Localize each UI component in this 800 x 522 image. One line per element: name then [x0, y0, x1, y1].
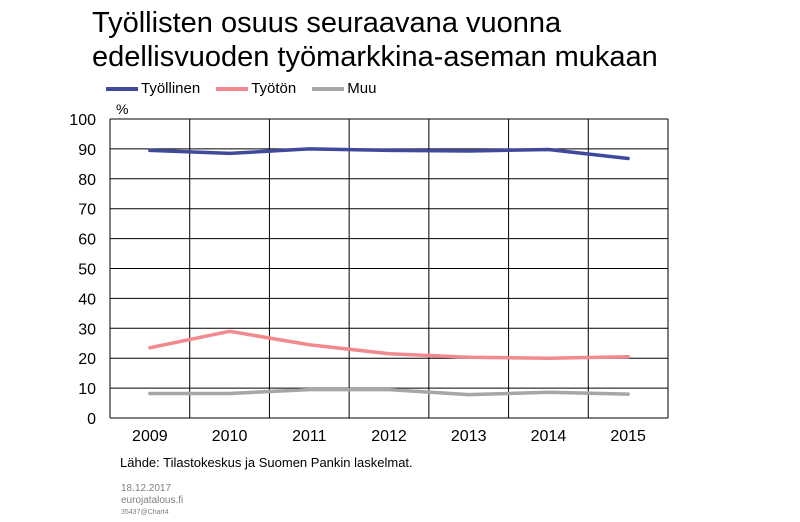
x-tick-label: 2009: [132, 428, 168, 445]
chart-title-line-2: edellisvuoden työmarkkina-aseman mukaan: [92, 41, 658, 73]
y-axis-label: %: [116, 101, 128, 117]
legend-swatch-muu: [312, 86, 345, 91]
y-tick-label: 50: [78, 262, 96, 279]
legend-item-tyollinen: Työllinen: [106, 80, 200, 97]
legend-item-tyoton: Työtön: [216, 80, 296, 97]
footer-site: eurojatalous.fi: [121, 495, 184, 506]
legend-swatch-tyoton: [216, 86, 249, 91]
series-line-tyollinen: [148, 147, 630, 161]
footer-date: 18.12.2017: [121, 483, 172, 494]
footer: 18.12.2017 eurojatalous.fi 35437@Chart4: [121, 483, 183, 519]
footer-code: 35437@Chart4: [121, 509, 169, 516]
y-tick-label: 30: [78, 321, 96, 338]
series-line-tyoton: [148, 329, 630, 360]
legend-label-tyollinen: Työllinen: [141, 80, 201, 97]
series-line-muu: [148, 387, 630, 397]
y-tick-label: 100: [69, 112, 96, 129]
legend-label-muu: Muu: [347, 80, 377, 97]
x-tick-label: 2011: [292, 428, 327, 445]
y-tick-label: 40: [78, 291, 96, 308]
chart-title: Työllisten osuus seuraavana vuonna edell…: [92, 6, 658, 74]
x-tick-label: 2012: [371, 428, 407, 445]
legend-swatch-tyollinen: [106, 86, 138, 91]
y-tick-label: 80: [78, 172, 96, 189]
x-tick-label: 2010: [212, 428, 248, 445]
chart-title-line-1: Työllisten osuus seuraavana vuonna: [92, 7, 562, 39]
x-tick-label: 2013: [451, 428, 487, 445]
chart-legend: Työllinen Työtön Muu: [106, 80, 392, 97]
y-tick-label: 20: [78, 351, 96, 368]
y-tick-label: 10: [78, 381, 96, 398]
y-tick-label: 0: [87, 411, 96, 428]
legend-item-muu: Muu: [312, 80, 376, 97]
y-tick-label: 90: [78, 142, 96, 159]
y-tick-label: 60: [78, 232, 96, 249]
legend-label-tyoton: Työtön: [251, 80, 297, 97]
source-note: Lähde: Tilastokeskus ja Suomen Pankin la…: [120, 455, 413, 470]
x-tick-label: 2015: [610, 428, 646, 445]
x-tick-label: 2014: [531, 428, 567, 445]
y-tick-label: 70: [78, 202, 96, 219]
